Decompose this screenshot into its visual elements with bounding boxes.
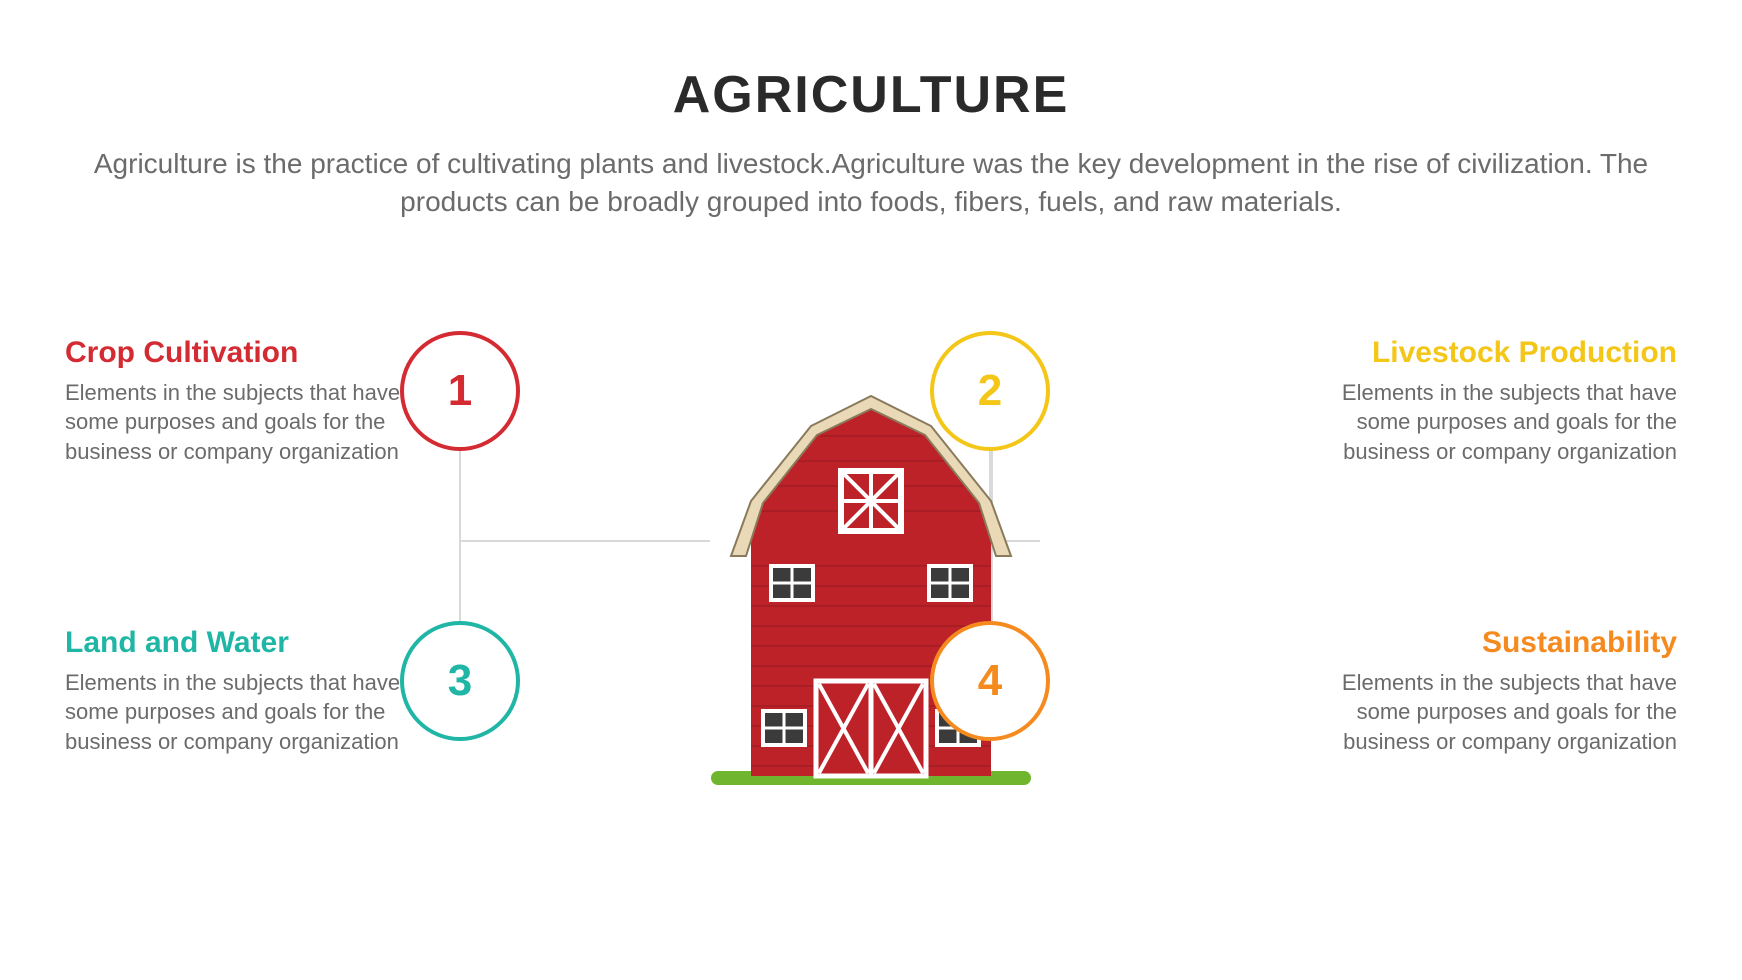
item-number-1: 1 xyxy=(448,366,472,416)
diagram-area: 1 2 3 4 Crop Cultivation Elements in the… xyxy=(0,241,1742,941)
item-circle-1: 1 xyxy=(400,331,520,451)
item-number-4: 4 xyxy=(978,656,1002,706)
item-circle-4: 4 xyxy=(930,621,1050,741)
header: AGRICULTURE Agriculture is the practice … xyxy=(0,0,1742,221)
item-number-3: 3 xyxy=(448,656,472,706)
page-subtitle: Agriculture is the practice of cultivati… xyxy=(0,145,1742,221)
item-circle-3: 3 xyxy=(400,621,520,741)
item-number-2: 2 xyxy=(978,366,1002,416)
item-circle-2: 2 xyxy=(930,331,1050,451)
page-title: AGRICULTURE xyxy=(0,65,1742,125)
